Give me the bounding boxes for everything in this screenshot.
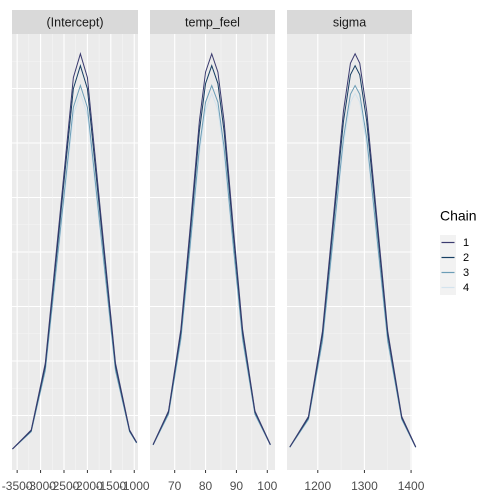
legend-label: 1: [463, 237, 469, 249]
density-line: [12, 83, 138, 450]
x-tick-label: 1400: [398, 479, 425, 493]
density-line: [289, 84, 417, 448]
legend-label: 2: [463, 252, 469, 264]
strip-title: temp_feel: [185, 15, 240, 29]
x-tick-label: -3000: [25, 479, 56, 493]
x-tick-label: -2500: [49, 479, 80, 493]
x-tick-label: 90: [230, 479, 244, 493]
x-tick-label: 1300: [351, 479, 378, 493]
x-tick-label: 70: [168, 479, 182, 493]
density-line: [152, 52, 271, 445]
strip: [150, 10, 275, 34]
x-tick-label: 100: [257, 479, 277, 493]
strip: [12, 10, 138, 34]
density-line: [152, 64, 271, 445]
density-line: [152, 84, 271, 446]
x-tick-label: -1000: [119, 479, 150, 493]
strip-title: (Intercept): [47, 15, 104, 29]
x-tick-label: -1500: [95, 479, 126, 493]
x-tick-label: -2000: [72, 479, 103, 493]
x-tick-label: 80: [199, 479, 213, 493]
density-line: [12, 52, 138, 450]
legend-label: 3: [463, 267, 469, 279]
strip-title: sigma: [333, 15, 366, 29]
legend-title: Chain: [440, 208, 477, 224]
strip: [287, 10, 412, 34]
density-line: [289, 64, 417, 448]
density-line: [289, 52, 417, 448]
legend-label: 4: [463, 282, 469, 294]
x-tick-label: 1200: [304, 479, 331, 493]
x-tick-label: -3500: [2, 479, 33, 493]
